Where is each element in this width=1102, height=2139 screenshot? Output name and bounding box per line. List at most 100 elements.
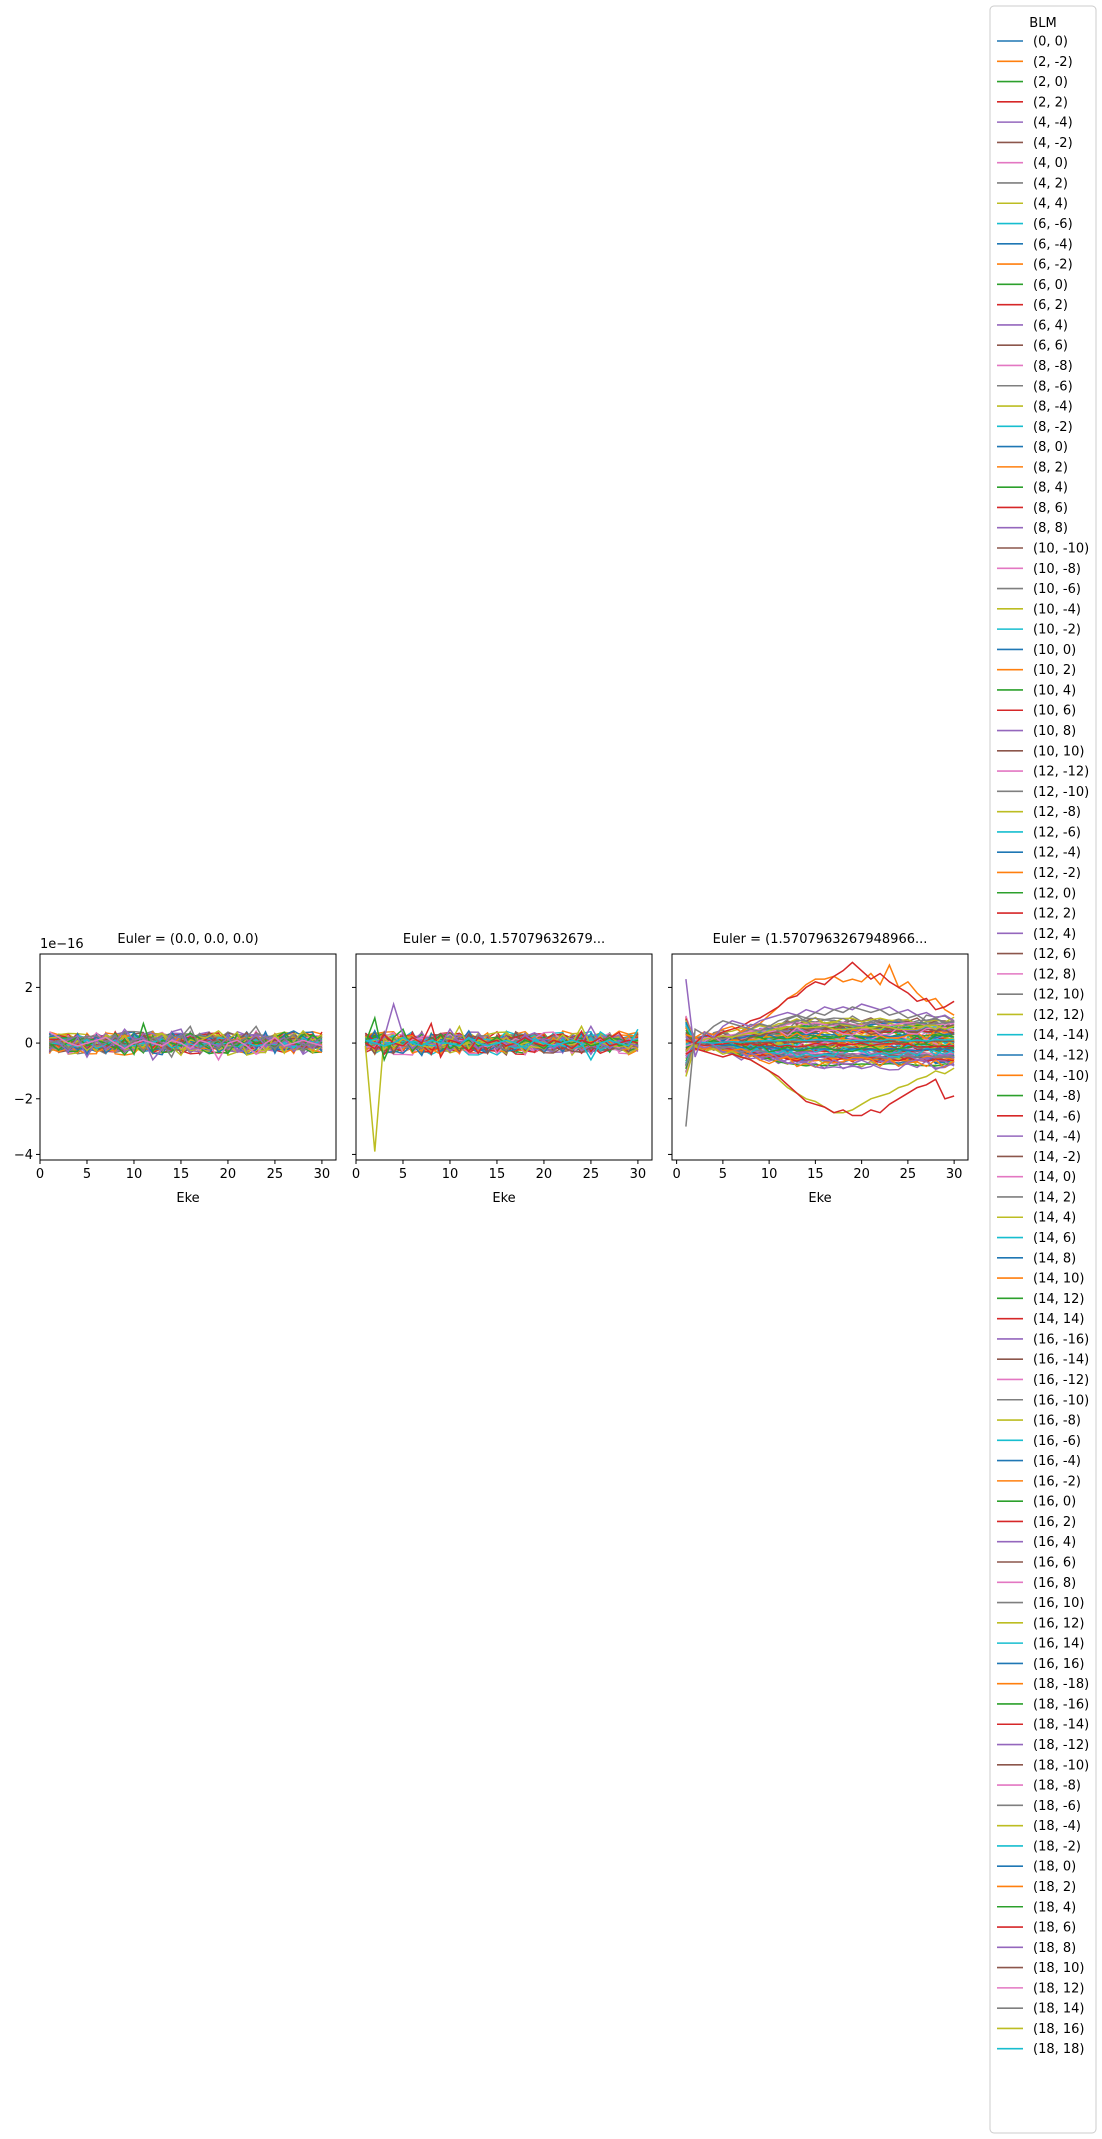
y-tick-label: −2: [14, 1092, 33, 1107]
legend-label: (16, 4): [1033, 1535, 1076, 1550]
legend-label: (16, -10): [1033, 1393, 1089, 1408]
subplot-3-xlabel: Eke: [808, 1191, 831, 1206]
legend-label: (12, 8): [1033, 967, 1076, 982]
legend-label: (8, -4): [1033, 400, 1073, 415]
legend-items: (0, 0) (2, -2) (2, 0) (2, 2) (4, -4) (4, -2) (…: [997, 35, 1089, 2057]
x-tick-label: 15: [489, 1167, 506, 1182]
legend-label: (14, 2): [1033, 1190, 1076, 1205]
legend-label: (12, 4): [1033, 927, 1076, 942]
series-line-highlight: [49, 1031, 323, 1062]
legend-label: (14, 4): [1033, 1211, 1076, 1226]
legend-label: (4, 2): [1033, 176, 1068, 191]
legend-label: (18, -16): [1033, 1697, 1089, 1712]
legend-label: (18, 0): [1033, 1860, 1076, 1875]
subplot-2-lines: [364, 1001, 639, 1152]
legend-label: (2, 2): [1033, 95, 1068, 110]
legend-label: (16, -14): [1033, 1353, 1089, 1368]
legend-label: (16, 14): [1033, 1637, 1085, 1652]
x-tick-label: 25: [900, 1167, 917, 1182]
legend-label: (14, -10): [1033, 1069, 1089, 1084]
legend-label: (16, 2): [1033, 1515, 1076, 1530]
legend-label: (16, 6): [1033, 1556, 1076, 1571]
legend-label: (10, -6): [1033, 582, 1081, 597]
series-line: [685, 1024, 955, 1052]
legend-label: (18, -10): [1033, 1758, 1089, 1773]
y-tick-label: 2: [25, 981, 33, 996]
legend-label: (18, -12): [1033, 1738, 1089, 1753]
legend-label: (4, -4): [1033, 116, 1073, 131]
subplot-2-title: Euler = (0.0, 1.57079632679...: [403, 932, 605, 947]
series-line-highlight: [685, 1047, 955, 1117]
legend-label: (18, -4): [1033, 1819, 1081, 1834]
legend-label: (4, 0): [1033, 156, 1068, 171]
legend-label: (14, -14): [1033, 1028, 1089, 1043]
x-tick-label: 0: [672, 1167, 680, 1182]
legend-label: (18, -2): [1033, 1839, 1081, 1854]
subplot-3: Euler = (1.5707963267948966... 0 5 10 15 20 2…: [668, 932, 969, 1206]
series-line: [685, 1021, 955, 1052]
legend-label: (2, -2): [1033, 55, 1073, 70]
series-line-highlight: [685, 1044, 955, 1114]
y-offset-label: 1e−16: [40, 937, 84, 952]
subplot-3-lines: [685, 961, 955, 1127]
legend-label: (10, 10): [1033, 744, 1085, 759]
x-tick-label: 10: [442, 1167, 459, 1182]
legend-label: (14, -8): [1033, 1089, 1081, 1104]
legend-label: (12, 10): [1033, 988, 1085, 1003]
series-line-highlight: [364, 1015, 639, 1063]
legend-label: (14, -2): [1033, 1150, 1081, 1165]
series-line-highlight: [49, 1027, 323, 1062]
legend-label: (16, 10): [1033, 1596, 1085, 1611]
legend-label: (14, 6): [1033, 1231, 1076, 1246]
subplot-3-axes-frame: [671, 953, 969, 1161]
subplot-2-axes-frame: [355, 953, 653, 1161]
legend-label: (10, -10): [1033, 542, 1089, 557]
legend-label: (18, 10): [1033, 1961, 1085, 1976]
x-tick-label: 10: [126, 1167, 143, 1182]
legend-label: (8, -8): [1033, 359, 1073, 374]
x-tick-label: 20: [536, 1167, 553, 1182]
legend-label: (12, -8): [1033, 805, 1081, 820]
subplot-1-axes-frame: [39, 953, 337, 1161]
x-tick-label: 30: [630, 1167, 647, 1182]
legend-label: (18, 12): [1033, 1981, 1085, 1996]
legend-label: (16, 12): [1033, 1616, 1085, 1631]
subplot-2-ticks: 0 5 10 15 20 25 30: [352, 986, 647, 1182]
legend-label: (6, 0): [1033, 278, 1068, 293]
x-tick-label: 20: [853, 1167, 870, 1182]
subplot-1-title: Euler = (0.0, 0.0, 0.0): [117, 932, 258, 947]
legend-label: (6, -6): [1033, 217, 1073, 232]
legend-label: (14, -4): [1033, 1130, 1081, 1145]
legend-label: (10, -2): [1033, 623, 1081, 638]
legend-label: (18, -8): [1033, 1779, 1081, 1794]
legend-label: (16, 0): [1033, 1495, 1076, 1510]
x-tick-label: 5: [719, 1167, 727, 1182]
x-tick-label: 5: [83, 1167, 91, 1182]
legend-label: (12, -12): [1033, 765, 1089, 780]
series-line: [685, 1024, 955, 1044]
legend-label: (16, -4): [1033, 1454, 1081, 1469]
x-tick-label: 20: [220, 1167, 237, 1182]
series-line: [685, 1021, 955, 1056]
legend-label: (6, -2): [1033, 258, 1073, 273]
x-tick-label: 30: [314, 1167, 331, 1182]
series-line-highlight: [365, 1028, 639, 1062]
legend-label: (16, 16): [1033, 1657, 1085, 1672]
legend-label: (14, -6): [1033, 1109, 1081, 1124]
legend-label: (18, -14): [1033, 1718, 1089, 1733]
legend-frame: [989, 5, 1097, 2134]
legend-label: (10, -4): [1033, 602, 1081, 617]
series-line-highlight: [49, 1024, 323, 1059]
subplot-2: Euler = (0.0, 1.57079632679... 0 5 10 15 20 2…: [352, 932, 653, 1206]
legend-label: (8, 2): [1033, 460, 1068, 475]
subplot-3-ticks: 0 5 10 15 20 25 30: [668, 986, 962, 1182]
subplot-2-xlabel: Eke: [492, 1191, 515, 1206]
legend-label: (16, -16): [1033, 1332, 1089, 1347]
legend-label: (8, 4): [1033, 481, 1068, 496]
series-line-highlight: [685, 961, 955, 1044]
legend-label: (12, -2): [1033, 866, 1081, 881]
legend: BLM (0, 0) (2, -2) (2, 0) (2, 2) (4, -4) (4, …: [989, 5, 1097, 2134]
legend-label: (8, 0): [1033, 440, 1068, 455]
